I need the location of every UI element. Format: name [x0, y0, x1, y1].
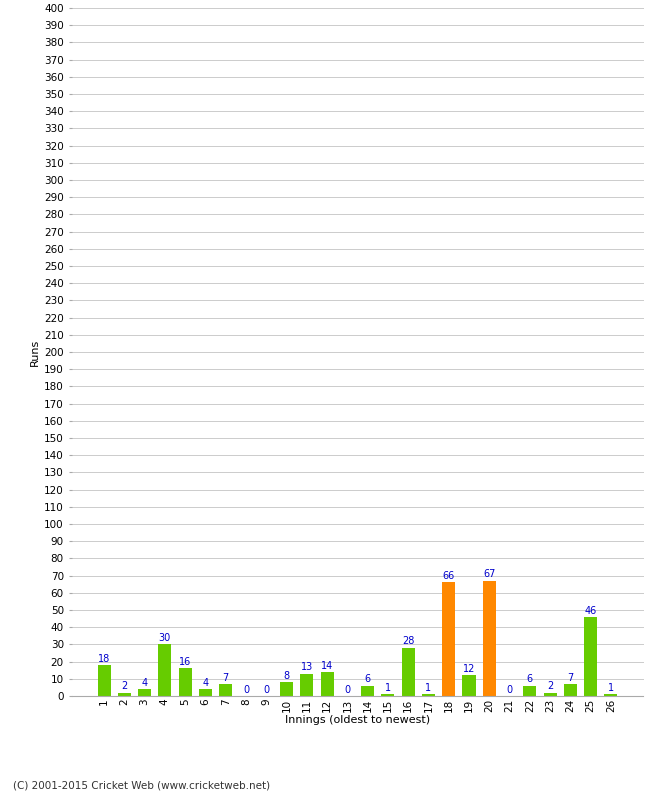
Text: 7: 7 — [567, 673, 573, 682]
Bar — [280, 682, 293, 696]
Y-axis label: Runs: Runs — [30, 338, 40, 366]
Bar — [584, 617, 597, 696]
Bar — [300, 674, 313, 696]
Bar — [320, 672, 333, 696]
Text: 13: 13 — [301, 662, 313, 672]
Bar — [199, 689, 212, 696]
Bar — [361, 686, 374, 696]
Text: 2: 2 — [122, 681, 127, 691]
Text: 0: 0 — [344, 685, 350, 694]
Bar — [462, 675, 476, 696]
Text: 0: 0 — [263, 685, 269, 694]
Text: (C) 2001-2015 Cricket Web (www.cricketweb.net): (C) 2001-2015 Cricket Web (www.cricketwe… — [13, 781, 270, 790]
Text: 0: 0 — [243, 685, 249, 694]
Text: 1: 1 — [425, 683, 432, 693]
Bar — [422, 694, 435, 696]
Text: 4: 4 — [142, 678, 148, 688]
Text: 6: 6 — [365, 674, 370, 684]
Text: 28: 28 — [402, 637, 414, 646]
Bar — [604, 694, 617, 696]
Text: 66: 66 — [443, 571, 455, 581]
Text: 4: 4 — [202, 678, 209, 688]
Bar — [98, 665, 111, 696]
Bar — [138, 689, 151, 696]
Bar — [483, 581, 496, 696]
Bar — [159, 645, 172, 696]
Text: 12: 12 — [463, 664, 475, 674]
Text: 14: 14 — [321, 661, 333, 670]
Text: 46: 46 — [584, 606, 597, 615]
Text: 8: 8 — [283, 671, 290, 681]
Bar — [523, 686, 536, 696]
Bar — [179, 669, 192, 696]
Bar — [543, 693, 556, 696]
Text: 2: 2 — [547, 681, 553, 691]
Text: 6: 6 — [526, 674, 533, 684]
Bar — [382, 694, 395, 696]
Text: 0: 0 — [506, 685, 513, 694]
Bar — [219, 684, 232, 696]
Text: 7: 7 — [222, 673, 229, 682]
Text: 30: 30 — [159, 633, 171, 643]
X-axis label: Innings (oldest to newest): Innings (oldest to newest) — [285, 715, 430, 725]
Bar — [402, 648, 415, 696]
Text: 1: 1 — [385, 683, 391, 693]
Text: 16: 16 — [179, 657, 191, 667]
Bar — [564, 684, 577, 696]
Bar — [442, 582, 455, 696]
Text: 18: 18 — [98, 654, 110, 664]
Text: 67: 67 — [483, 570, 495, 579]
Bar — [118, 693, 131, 696]
Text: 1: 1 — [608, 683, 614, 693]
